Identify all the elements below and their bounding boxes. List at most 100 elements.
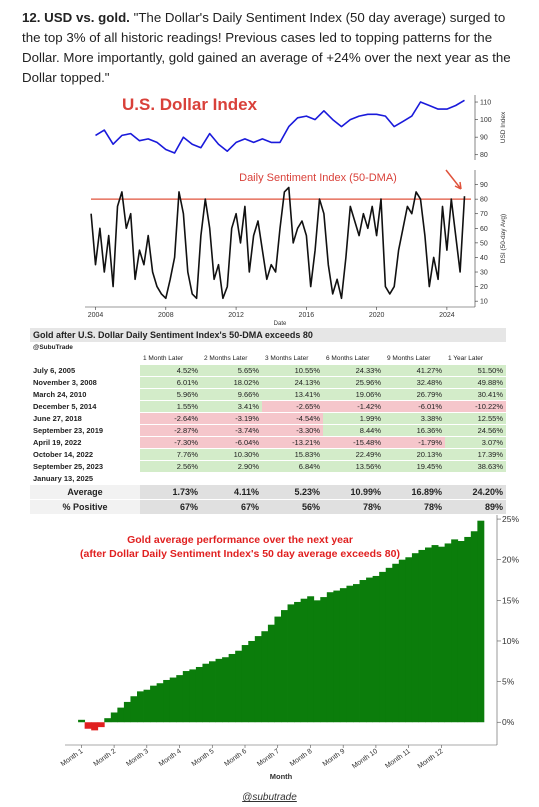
value-cell: 5.96% bbox=[140, 388, 201, 401]
summary-cell: 5.23% bbox=[262, 484, 323, 500]
value-cell: -6.04% bbox=[201, 436, 262, 449]
value-cell: -6.01% bbox=[384, 400, 445, 413]
y-axis-label: USD Index bbox=[500, 111, 507, 143]
x-tick-label: 2016 bbox=[299, 312, 315, 319]
area-bar bbox=[366, 577, 374, 723]
value-cell: 17.39% bbox=[445, 448, 506, 461]
y-tick-label: 80 bbox=[480, 152, 488, 159]
value-cell: 13.56% bbox=[323, 460, 384, 473]
y-tick-label: 90 bbox=[480, 135, 488, 142]
value-cell: 24.13% bbox=[262, 376, 323, 389]
summary-cell: 10.99% bbox=[323, 484, 384, 500]
arrow bbox=[445, 169, 462, 190]
value-cell: 3.38% bbox=[384, 412, 445, 425]
table-title: Gold after U.S. Dollar Daily Sentiment I… bbox=[30, 328, 506, 343]
data-line bbox=[95, 99, 465, 154]
header-cell: 9 Months Later bbox=[384, 353, 445, 365]
value-cell bbox=[262, 472, 323, 485]
value-cell: 2.90% bbox=[201, 460, 262, 473]
summary-cell: 78% bbox=[384, 499, 445, 515]
data-line bbox=[90, 186, 466, 300]
y-tick-label: 30 bbox=[480, 270, 488, 277]
area-bar bbox=[438, 546, 446, 723]
value-cell: 32.48% bbox=[384, 376, 445, 389]
y-tick-label: 100 bbox=[480, 117, 492, 124]
value-cell: 10.30% bbox=[201, 448, 262, 461]
x-tick-label: 2020 bbox=[369, 312, 385, 319]
summary-cell: 89% bbox=[445, 499, 506, 515]
y-tick-label: 20 bbox=[480, 284, 488, 291]
y-tick-label: 20% bbox=[502, 555, 519, 565]
area-bar bbox=[137, 691, 144, 723]
row-label: September 25, 2023 bbox=[30, 460, 140, 473]
summary-cell: 16.89% bbox=[384, 484, 445, 500]
header-cell: 2 Months Later bbox=[201, 353, 262, 365]
area-bar bbox=[333, 590, 341, 723]
y-tick-label: 10% bbox=[502, 636, 519, 646]
x-tick-label: Month 10 bbox=[351, 748, 379, 771]
value-cell: 2.56% bbox=[140, 460, 201, 473]
area-bar bbox=[431, 545, 439, 723]
summary-label: Average bbox=[30, 484, 140, 500]
area-bar bbox=[202, 663, 210, 723]
value-cell: -13.21% bbox=[262, 436, 323, 449]
value-cell: -2.87% bbox=[140, 424, 201, 437]
area-bar bbox=[398, 559, 406, 723]
y-tick-label: 50 bbox=[480, 240, 488, 247]
value-cell: 3.41% bbox=[201, 400, 262, 413]
chart-title: Gold average performance over the next y… bbox=[127, 534, 353, 546]
x-tick-label: 2024 bbox=[439, 312, 455, 319]
value-cell: -2.64% bbox=[140, 412, 201, 425]
summary-cell: 78% bbox=[323, 499, 384, 515]
row-label: December 5, 2014 bbox=[30, 400, 140, 413]
area-bar bbox=[346, 585, 354, 723]
area-bar bbox=[385, 567, 393, 723]
area-bar bbox=[287, 604, 295, 723]
header-cell: 1 Year Later bbox=[445, 353, 506, 365]
x-tick-label: Month 11 bbox=[384, 748, 412, 770]
y-tick-label: 70 bbox=[480, 211, 488, 218]
chart-title: Daily Sentiment Index (50-DMA) bbox=[239, 172, 397, 184]
value-cell: 15.83% bbox=[262, 448, 323, 461]
table-row: October 14, 2022 7.76% 10.30% 15.83% 22.49% 2… bbox=[30, 448, 506, 461]
area-bar bbox=[235, 650, 243, 723]
value-cell: -4.54% bbox=[262, 412, 323, 425]
value-cell: 38.63% bbox=[445, 460, 506, 473]
area-bar bbox=[300, 598, 308, 723]
area-bar bbox=[156, 683, 164, 723]
area-bar bbox=[320, 597, 328, 723]
value-cell: -2.65% bbox=[262, 400, 323, 413]
summary-cell: 24.20% bbox=[445, 484, 506, 500]
area-bar bbox=[313, 600, 321, 723]
table-row: March 24, 2010 5.96% 9.66% 13.41% 19.06% 26.7… bbox=[30, 388, 506, 401]
value-cell: 49.88% bbox=[445, 376, 506, 389]
area-bar bbox=[267, 624, 275, 723]
x-tick-label: Month 12 bbox=[417, 748, 445, 771]
area-bar bbox=[163, 679, 171, 723]
area-bar bbox=[411, 553, 419, 723]
value-cell: 16.36% bbox=[384, 424, 445, 437]
x-tick-label: 2012 bbox=[228, 312, 244, 319]
x-tick-label: Month 3 bbox=[125, 748, 150, 768]
table-row: November 3, 2008 6.01% 18.02% 24.13% 25.96% 3… bbox=[30, 376, 506, 389]
table-row: December 5, 2014 1.55% 3.41% -2.65% -1.42% -6… bbox=[30, 400, 506, 413]
x-tick-label: Month 1 bbox=[60, 748, 85, 768]
value-cell: 6.01% bbox=[140, 376, 201, 389]
value-cell bbox=[140, 472, 201, 485]
area-bar bbox=[392, 563, 400, 723]
header-cell: 6 Months Later bbox=[323, 353, 384, 365]
y-tick-label: 15% bbox=[502, 595, 519, 605]
area-bar bbox=[123, 701, 131, 723]
header-cell: 3 Months Later bbox=[262, 353, 323, 365]
area-bar bbox=[425, 547, 432, 723]
area-bar bbox=[110, 712, 118, 723]
value-cell bbox=[384, 472, 445, 485]
table-row: September 25, 2023 2.56% 2.90% 6.84% 13.56% 1… bbox=[30, 460, 506, 473]
area-bar bbox=[195, 666, 203, 723]
x-axis-label: Date bbox=[274, 321, 287, 325]
table-row: June 27, 2018 -2.64% -3.19% -4.54% 1.99% 3.38… bbox=[30, 412, 506, 425]
row-label: March 24, 2010 bbox=[30, 388, 140, 401]
area-bar bbox=[372, 575, 380, 723]
area-bar bbox=[477, 520, 485, 723]
y-tick-label: 10 bbox=[480, 299, 488, 306]
